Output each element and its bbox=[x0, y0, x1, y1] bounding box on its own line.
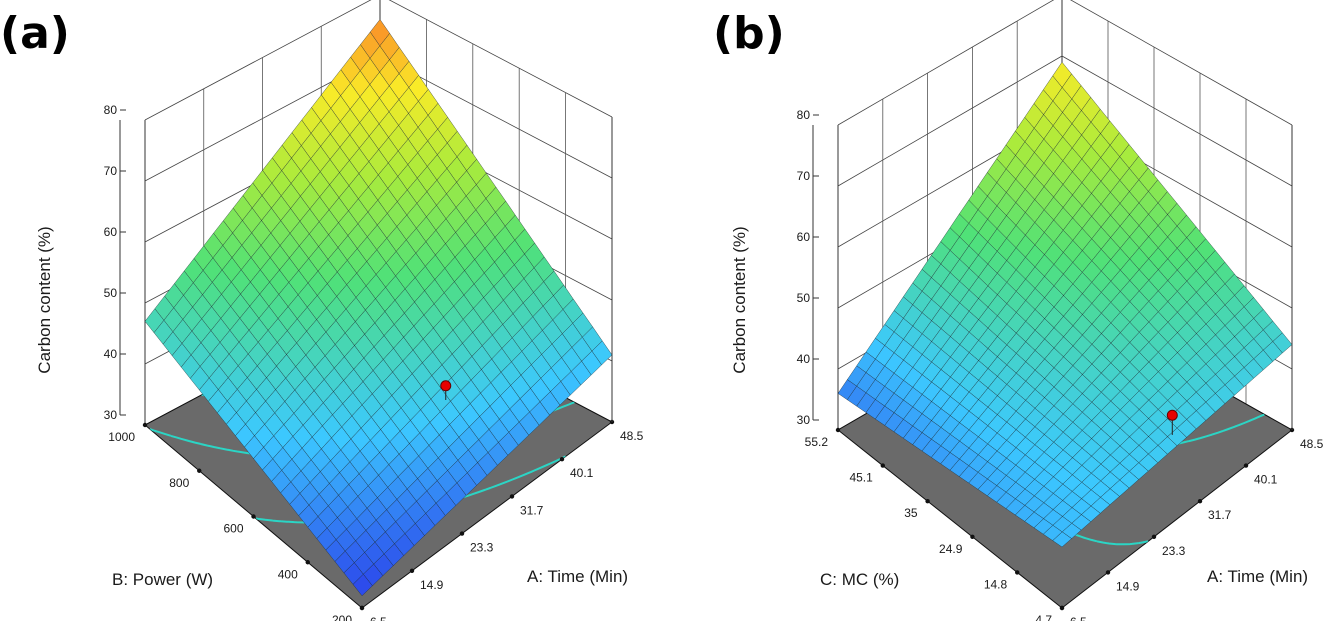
z-tick-label: 70 bbox=[104, 164, 118, 178]
z-axis: 80 70 60 50 40 30 Carbon content (%) bbox=[35, 103, 126, 422]
panel-b: (b) 80 70 60 50 40 30 Carbon content (%) 6.5 14.9… bbox=[713, 0, 1324, 621]
y-tick bbox=[1015, 570, 1020, 575]
panel-label: (b) bbox=[713, 8, 785, 59]
z-tick-label: 50 bbox=[797, 291, 811, 305]
y-axis: 4.7 14.8 24.9 35 45.1 55.2 C: MC (%) bbox=[805, 427, 1065, 621]
x-tick-label: 31.7 bbox=[1208, 508, 1232, 522]
x-tick bbox=[509, 494, 515, 499]
z-tick-label: 30 bbox=[797, 413, 811, 427]
y-tick-label: 24.9 bbox=[939, 542, 963, 556]
z-tick-label: 40 bbox=[104, 347, 118, 361]
x-tick-label: 48.5 bbox=[620, 429, 644, 443]
x-axis-label: A: Time (Min) bbox=[527, 567, 628, 586]
wall-gridline bbox=[837, 0, 1293, 126]
x-tick-label: 40.1 bbox=[1254, 473, 1278, 487]
panel-label: (a) bbox=[0, 8, 70, 59]
z-tick-label: 70 bbox=[797, 169, 811, 183]
z-tick-label: 80 bbox=[104, 103, 118, 117]
response-surface bbox=[837, 61, 1293, 548]
surface-cell bbox=[1052, 531, 1073, 548]
x-tick-label: 6.5 bbox=[370, 615, 387, 621]
x-tick bbox=[1151, 534, 1157, 539]
y-tick-label: 800 bbox=[169, 476, 189, 490]
y-tick bbox=[1059, 605, 1065, 611]
z-tick-label: 60 bbox=[797, 230, 811, 244]
y-tick-label: 600 bbox=[223, 522, 243, 536]
y-tick bbox=[925, 499, 930, 504]
y-tick bbox=[359, 605, 365, 611]
z-tick-label: 40 bbox=[797, 352, 811, 366]
x-axis-label: A: Time (Min) bbox=[1207, 567, 1308, 586]
y-tick-label: 400 bbox=[278, 567, 298, 581]
z-tick-label: 30 bbox=[104, 408, 118, 422]
y-tick-label: 200 bbox=[332, 613, 352, 621]
y-tick bbox=[305, 560, 310, 565]
y-tick bbox=[835, 427, 841, 433]
x-tick-label: 23.3 bbox=[470, 541, 494, 555]
y-tick-label: 35 bbox=[904, 506, 918, 520]
z-axis-label: Carbon content (%) bbox=[35, 226, 54, 373]
response-surface bbox=[144, 18, 613, 597]
wall-gridline bbox=[144, 0, 613, 121]
y-tick bbox=[142, 422, 148, 428]
x-tick bbox=[1197, 499, 1203, 504]
x-tick bbox=[1243, 463, 1249, 468]
y-tick-label: 55.2 bbox=[805, 435, 829, 449]
x-tick bbox=[409, 568, 415, 573]
y-tick-label: 4.7 bbox=[1035, 613, 1052, 621]
x-tick-label: 31.7 bbox=[520, 503, 544, 517]
x-tick bbox=[459, 531, 465, 536]
y-axis-label: B: Power (W) bbox=[112, 570, 213, 589]
y-axis-label: C: MC (%) bbox=[820, 570, 899, 589]
x-tick-label: 40.1 bbox=[570, 466, 594, 480]
wall-gridline bbox=[837, 55, 1293, 187]
design-point bbox=[440, 380, 452, 392]
y-tick-label: 14.8 bbox=[984, 577, 1008, 591]
z-tick-label: 80 bbox=[797, 108, 811, 122]
x-axis: 6.5 14.9 23.3 31.7 40.1 48.5 A: Time (Min) bbox=[1059, 427, 1324, 621]
y-tick-label: 45.1 bbox=[849, 471, 873, 485]
design-point bbox=[1166, 409, 1178, 421]
surface-cell bbox=[352, 573, 373, 597]
y-tick bbox=[970, 534, 975, 539]
z-axis: 80 70 60 50 40 30 Carbon content (%) bbox=[730, 108, 819, 427]
x-tick bbox=[1105, 570, 1111, 575]
x-tick-label: 48.5 bbox=[1300, 437, 1324, 451]
z-axis-label: Carbon content (%) bbox=[730, 226, 749, 373]
x-axis: 6.5 14.9 23.3 31.7 40.1 48.5 A: Time (Min) bbox=[359, 419, 644, 621]
x-tick-label: 6.5 bbox=[1070, 615, 1087, 621]
y-axis: 200 400 600 800 1000 B: Power (W) bbox=[108, 422, 365, 621]
z-tick-label: 50 bbox=[104, 286, 118, 300]
y-tick-label: 1000 bbox=[108, 430, 135, 444]
y-tick bbox=[880, 463, 885, 468]
panel-a: (a) 80 70 60 50 40 30 Carbon content (%) 6.5 14.9… bbox=[0, 0, 644, 621]
x-tick bbox=[559, 457, 565, 462]
y-tick bbox=[251, 514, 256, 519]
y-tick bbox=[197, 468, 202, 473]
x-tick-label: 14.9 bbox=[420, 578, 444, 592]
x-tick-label: 14.9 bbox=[1116, 579, 1140, 593]
x-tick-label: 23.3 bbox=[1162, 544, 1186, 558]
z-tick-label: 60 bbox=[104, 225, 118, 239]
